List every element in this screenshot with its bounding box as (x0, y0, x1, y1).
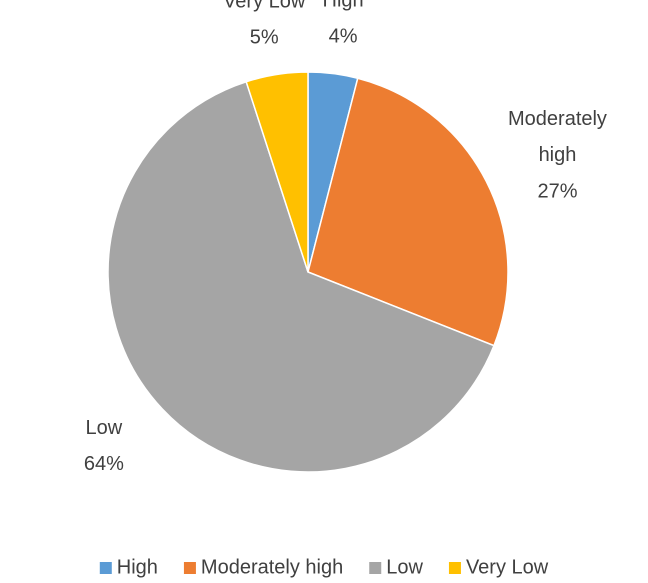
data-label: High 4% (323, 0, 364, 47)
data-label: Low 64% (84, 417, 124, 475)
legend-label: Very Low (466, 556, 549, 578)
pie-slice (107, 80, 495, 473)
label-value: 27% (537, 181, 577, 203)
pie-slice (245, 71, 309, 273)
label-category: Very Low (223, 0, 306, 12)
legend: High Moderately high Low Very Low (99, 556, 549, 578)
label-category: Moderately high (508, 109, 607, 167)
label-value: 64% (84, 453, 124, 475)
label-category: Low (86, 417, 123, 439)
legend-swatch (99, 562, 112, 574)
legend-label: High (117, 556, 158, 578)
data-label: Very Low 5% (223, 0, 306, 48)
label-category-line: Moderately (508, 109, 607, 131)
label-category-line: high (539, 145, 577, 167)
label-category: High (323, 0, 364, 11)
legend-label: Low (386, 556, 423, 578)
label-value: 5% (250, 26, 279, 48)
label-value: 4% (329, 25, 358, 47)
data-label: Moderately high 27% (508, 109, 607, 203)
legend-swatch (369, 562, 382, 574)
legend-label: Moderately high (201, 556, 343, 578)
pie-slice (307, 77, 509, 347)
legend-swatch (448, 562, 461, 574)
legend-swatch (183, 562, 196, 574)
